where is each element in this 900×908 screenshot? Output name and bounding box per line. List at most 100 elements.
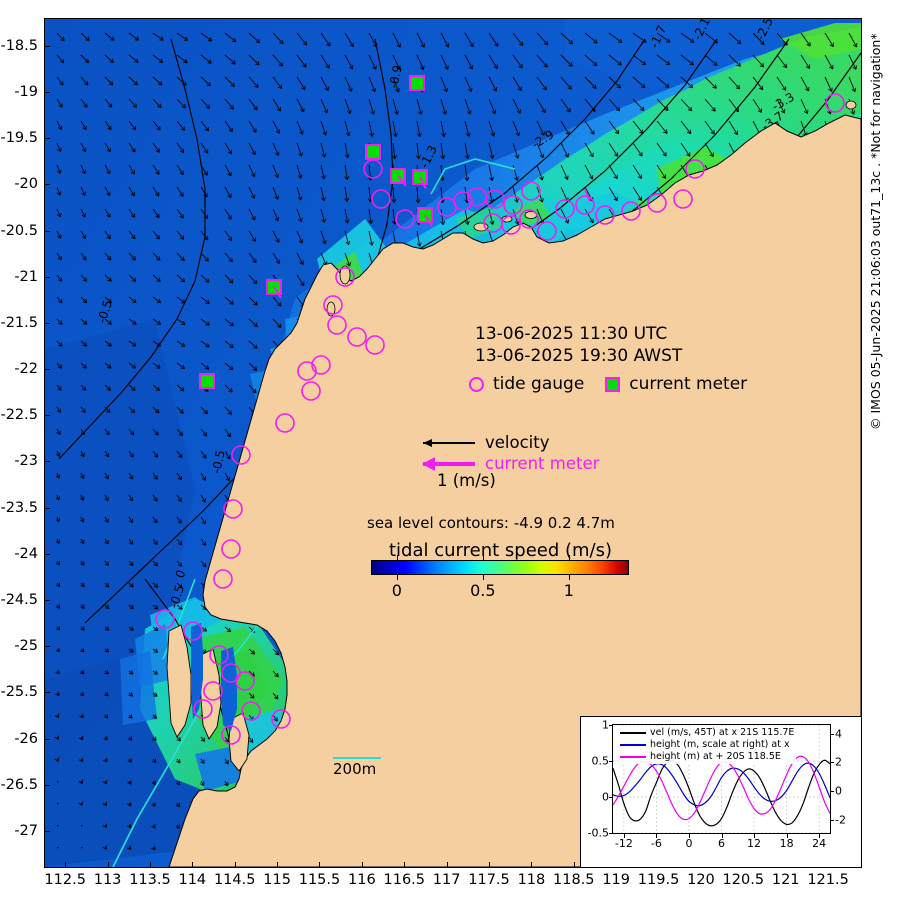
inset-y2-tick-label: 0 [835, 784, 842, 798]
inset-legend-row: height (m, scale at right) at x [620, 739, 794, 751]
inset-y-tick [609, 725, 612, 726]
inset-y-tick-label: 1 [602, 718, 609, 732]
observed-current-arrow [419, 176, 427, 190]
tide-gauge-icon [469, 376, 484, 392]
tide-gauge-marker[interactable] [555, 199, 575, 219]
inset-y2-tick [831, 791, 834, 793]
tide-gauge-marker[interactable] [371, 189, 391, 209]
current-meter-marker[interactable] [409, 75, 425, 91]
tide-gauge-marker[interactable] [213, 569, 233, 589]
inset-legend-swatch [620, 732, 646, 734]
latitude-tick-label: -20 [14, 176, 38, 193]
colorbar-tick-top [482, 555, 484, 560]
tide-gauge-marker[interactable] [485, 189, 505, 209]
colorbar-tick-label: 0.5 [470, 581, 496, 600]
tide-gauge-marker[interactable] [235, 671, 255, 691]
observed-current-arrow [584, 188, 591, 202]
timeseries-inset[interactable]: vel (m/s, 45T) at x 21S 115.7E height (m,… [580, 716, 862, 868]
colorbar-tick-label: 1 [563, 581, 574, 600]
credit-text: © IMOS 05-Jun-2025 21:06:03 out71_13c . … [868, 33, 883, 430]
tide-gauge-marker[interactable] [453, 191, 473, 211]
longitude-tick-label: 116 [348, 872, 376, 888]
inset-legend-label: height (m) at + 20S 118.5E [650, 751, 781, 762]
colorbar-tick-top [568, 555, 570, 560]
longitude-tick [234, 862, 236, 868]
inset-x-tick [721, 834, 723, 838]
tide-gauge-marker[interactable] [575, 195, 595, 215]
tide-gauge-marker[interactable] [183, 621, 203, 641]
inset-x-tick [754, 834, 756, 838]
current-meter-arrow-label: current meter [485, 454, 600, 473]
velocity-unit-label: 1 (m/s) [437, 471, 496, 490]
tide-gauge-marker[interactable] [365, 335, 385, 355]
inset-y-tick [609, 797, 612, 798]
inset-y2-tick [831, 762, 834, 764]
tide-gauge-marker[interactable] [347, 327, 367, 347]
latitude-tick-label: -21 [14, 268, 38, 285]
inset-series-line [613, 762, 830, 807]
sea-level-contour-note: sea level contours: -4.9 0.2 4.7m [367, 514, 615, 532]
inset-legend-label: height (m, scale at right) at x [650, 739, 790, 750]
tide-gauge-marker[interactable] [537, 221, 557, 241]
longitude-tick [319, 862, 321, 868]
tide-gauge-marker[interactable] [223, 499, 243, 519]
longitude-tick-label: 117 [432, 872, 461, 888]
latitude-tick-label: -26 [14, 730, 38, 747]
latitude-tick [44, 738, 50, 740]
tide-gauge-marker[interactable] [241, 701, 261, 721]
tide-gauge-marker[interactable] [209, 645, 229, 665]
tide-gauge-marker[interactable] [323, 295, 343, 315]
inset-legend-swatch [620, 756, 646, 758]
tide-gauge-marker[interactable] [521, 181, 541, 201]
tide-gauge-marker[interactable] [327, 315, 347, 335]
tide-gauge-marker[interactable] [621, 201, 641, 221]
tide-gauge-marker[interactable] [685, 159, 705, 179]
longitude-tick-label: 114.5 [213, 872, 256, 888]
tide-gauge-marker[interactable] [231, 445, 251, 465]
current-meter-marker[interactable] [365, 144, 381, 160]
timeseries-legend: vel (m/s, 45T) at x 21S 115.7E height (m,… [618, 726, 797, 764]
inset-series-line [613, 759, 830, 827]
longitude-tick [65, 862, 67, 868]
tide-gauge-marker[interactable] [301, 381, 321, 401]
latitude-tick [44, 600, 50, 602]
latitude-tick [44, 230, 50, 232]
tide-gauge-marker[interactable] [647, 193, 667, 213]
velocity-arrow-icon [423, 438, 475, 447]
colorbar-tick [568, 575, 570, 580]
tide-gauge-marker[interactable] [335, 267, 355, 287]
latitude-tick [44, 91, 50, 93]
tide-gauge-marker[interactable] [203, 681, 223, 701]
tide-gauge-marker[interactable] [193, 699, 213, 719]
latitude-tick [44, 369, 50, 371]
latitude-tick [44, 415, 50, 417]
tide-gauge-marker[interactable] [297, 361, 317, 381]
tide-gauge-marker[interactable] [519, 209, 539, 229]
latitude-tick-label: -22 [14, 361, 38, 378]
tide-gauge-marker[interactable] [503, 195, 523, 215]
current-meter-markers [199, 75, 433, 389]
observed-current-arrow [273, 286, 282, 299]
tide-gauge-marker[interactable] [311, 355, 331, 375]
tide-gauge-marker[interactable] [673, 189, 693, 209]
tide-gauge-marker[interactable] [275, 413, 295, 433]
tide-gauge-marker[interactable] [395, 209, 415, 229]
observed-current-arrow [397, 175, 407, 187]
inset-y-tick-label: 0.5 [591, 754, 610, 768]
tide-gauge-marker[interactable] [595, 205, 615, 225]
latitude-tick [44, 831, 50, 833]
timestamp-awst: 13-06-2025 19:30 AWST [475, 346, 683, 366]
current-meter-marker[interactable] [199, 373, 215, 389]
inset-y-tick-label: 0 [602, 790, 609, 804]
tide-gauge-marker[interactable] [221, 539, 241, 559]
tide-gauge-marker[interactable] [501, 215, 521, 235]
longitude-tick-label: 118.5 [553, 872, 595, 888]
tide-gauge-marker[interactable] [825, 93, 845, 113]
tide-gauge-marker[interactable] [221, 725, 241, 745]
inset-x-tick-label: -12 [614, 837, 633, 850]
inset-y-tick-label: -0.5 [587, 826, 609, 840]
inset-x-tick-label: -6 [650, 837, 662, 850]
tide-gauge-marker[interactable] [155, 609, 175, 629]
longitude-tick [107, 862, 109, 868]
tide-gauge-marker[interactable] [271, 709, 291, 729]
